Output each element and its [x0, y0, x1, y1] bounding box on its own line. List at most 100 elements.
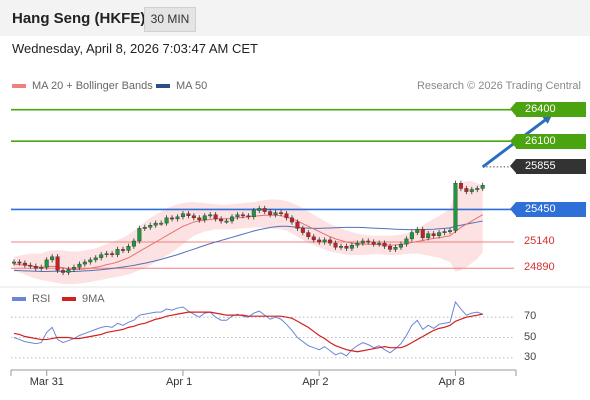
- candle-body: [251, 210, 256, 218]
- candle-body: [126, 246, 131, 251]
- candle-body: [344, 246, 349, 249]
- candle-body: [235, 214, 240, 218]
- candle-body: [246, 215, 251, 218]
- candle-body: [322, 239, 327, 243]
- candle-body: [317, 239, 322, 243]
- x-tick-label: Apr 1: [165, 376, 193, 388]
- chart-header: Hang Seng (HKFE) 30 MIN: [0, 0, 590, 36]
- legend-ma20-swatch: [12, 84, 26, 89]
- candle-body: [33, 265, 38, 269]
- candle-body: [180, 213, 185, 218]
- candle-body: [415, 229, 420, 233]
- candle-body: [120, 249, 125, 251]
- candle-body: [197, 217, 202, 221]
- candle-body: [50, 256, 55, 261]
- candle-body: [55, 256, 60, 271]
- candle-body: [28, 264, 33, 267]
- legend-rsi-swatch: [12, 297, 26, 302]
- candle-body: [475, 188, 480, 190]
- support-label-25140: 25140: [524, 235, 555, 248]
- candle-body: [61, 270, 66, 273]
- candle-body: [453, 182, 458, 231]
- candle-body: [306, 232, 311, 237]
- legend-rsi-ma-swatch: [62, 297, 76, 302]
- candle-body: [224, 220, 229, 223]
- instrument-title: Hang Seng (HKFE): [12, 10, 146, 27]
- candle-body: [480, 185, 485, 189]
- candle-body: [366, 240, 371, 243]
- candle-body: [289, 217, 294, 223]
- candle-body: [469, 189, 474, 192]
- candle-body: [388, 246, 393, 250]
- candle-body: [159, 222, 164, 225]
- candle-body: [110, 253, 115, 255]
- candle-body: [202, 215, 207, 221]
- candle-body: [191, 215, 196, 219]
- legend-ma50-swatch: [156, 84, 170, 89]
- candle-body: [71, 267, 76, 270]
- legend-rsi-ma: 9MA: [62, 293, 105, 305]
- candle-body: [219, 218, 224, 222]
- candle-body: [148, 225, 153, 228]
- resistance-tag-26100: 26100: [510, 133, 586, 149]
- candle-body: [393, 247, 398, 250]
- candle-body: [404, 238, 409, 245]
- legend-rsi: RSI: [12, 293, 50, 305]
- candle-body: [420, 229, 425, 239]
- candle-body: [437, 232, 442, 236]
- bollinger-band: [14, 181, 483, 285]
- candle-body: [44, 259, 49, 268]
- rsi-tick-70: 70: [524, 310, 537, 323]
- candle-body: [279, 212, 284, 215]
- rsi-tick-50: 50: [524, 330, 537, 343]
- candle-body: [99, 254, 104, 258]
- candle-body: [295, 221, 300, 229]
- candle-body: [229, 216, 234, 222]
- legend-ma50: MA 50: [156, 80, 207, 92]
- rsi-tick-30: 30: [524, 350, 537, 363]
- candle-body: [142, 227, 147, 229]
- resistance-tag-26400: 26400: [510, 102, 586, 118]
- legend-ma20-bollinger: MA 20 + Bollinger Bands: [12, 80, 153, 92]
- candle-body: [398, 243, 403, 248]
- candle-body: [431, 233, 436, 236]
- rsi-line: [13, 300, 483, 357]
- x-tick-label: Mar 31: [29, 376, 64, 388]
- candle-body: [355, 242, 360, 246]
- candle-body: [175, 216, 180, 220]
- pivot-tag-25450: 25450: [510, 201, 586, 217]
- candle-body: [240, 214, 245, 217]
- x-tick-label: Apr 8: [438, 376, 465, 388]
- candle-body: [333, 242, 338, 248]
- candle-body: [268, 211, 273, 215]
- candle-body: [382, 242, 387, 247]
- timestamp: Wednesday, April 8, 2026 7:03:47 AM CET: [12, 41, 258, 56]
- timeframe-badge[interactable]: 30 MIN: [144, 7, 196, 32]
- support-label-24890: 24890: [524, 261, 555, 274]
- candle-body: [131, 240, 136, 247]
- candle-body: [88, 259, 93, 263]
- candle-body: [11, 261, 16, 264]
- candle-body: [82, 261, 87, 265]
- candle-body: [448, 230, 453, 232]
- candle-body: [339, 246, 344, 248]
- x-tick-label: Apr 2: [302, 376, 329, 388]
- ma50-line: [13, 220, 483, 272]
- research-credit: Research © 2026 Trading Central: [416, 80, 581, 92]
- candle-body: [300, 228, 305, 233]
- candle-body: [77, 263, 82, 268]
- candle-body: [153, 222, 158, 226]
- candle-body: [273, 212, 278, 215]
- candle-body: [409, 232, 414, 240]
- candle-body: [262, 208, 267, 212]
- candle-body: [377, 242, 382, 245]
- candle-body: [458, 182, 463, 189]
- candle-body: [22, 262, 27, 266]
- candle-body: [349, 244, 354, 249]
- candle-body: [360, 240, 365, 244]
- candle-body: [213, 214, 218, 220]
- candle-body: [208, 214, 213, 217]
- candle-body: [115, 249, 120, 255]
- candle-body: [104, 253, 109, 255]
